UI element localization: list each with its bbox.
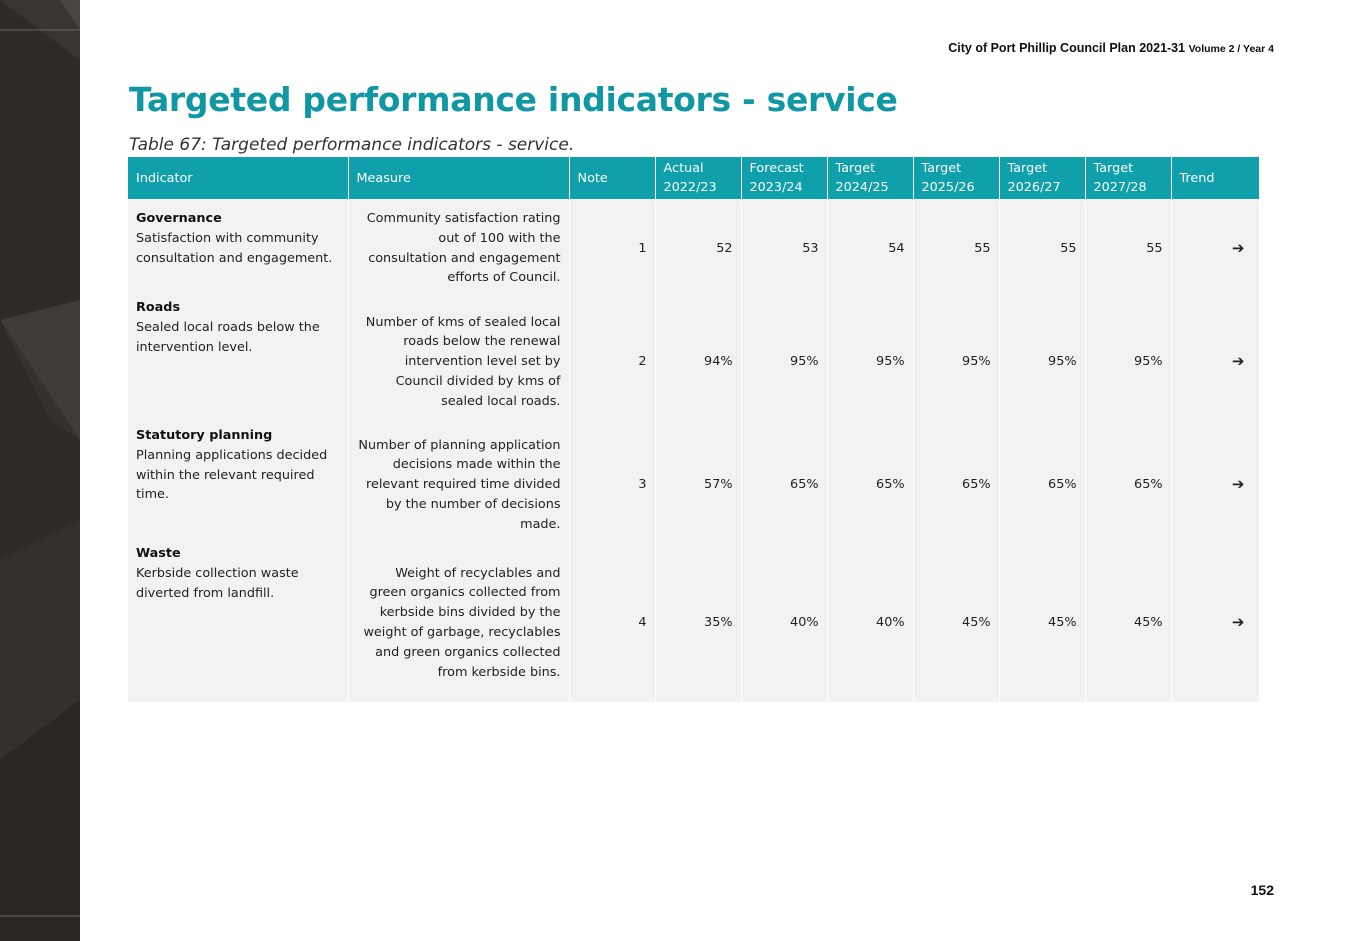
column-header-target-2025-26: Target 2025/26 xyxy=(913,157,1000,199)
table-row: Waste Kerbside collection waste diverted… xyxy=(128,544,1260,702)
trend-arrow-right-icon: ➔ xyxy=(1171,298,1260,426)
column-header-target-2024-25: Target 2024/25 xyxy=(827,157,914,199)
note-cell: 3 xyxy=(569,426,656,544)
target-2026-27-cell: 65% xyxy=(999,426,1086,544)
actual-2022-23-cell: 35% xyxy=(655,544,742,702)
target-2027-28-cell: 65% xyxy=(1085,426,1172,544)
target-2025-26-cell: 65% xyxy=(913,426,1000,544)
measure-cell: Weight of recyclables and green organics… xyxy=(348,544,570,702)
target-2024-25-cell: 40% xyxy=(827,544,914,702)
actual-2022-23-cell: 57% xyxy=(655,426,742,544)
document-volume: Volume 2 / Year 4 xyxy=(1188,43,1274,55)
indicator-cell: Waste Kerbside collection waste diverted… xyxy=(128,544,349,702)
note-cell: 2 xyxy=(569,298,656,426)
column-header-target-2027-28: Target 2027/28 xyxy=(1085,157,1172,199)
column-header-trend: Trend xyxy=(1171,157,1260,199)
trend-arrow-right-icon: ➔ xyxy=(1171,544,1260,702)
indicator-cell: Governance Satisfaction with community c… xyxy=(128,199,349,298)
column-header-target-2026-27: Target 2026/27 xyxy=(999,157,1086,199)
column-header-note: Note xyxy=(569,157,656,199)
indicator-description: Sealed local roads below the interventio… xyxy=(136,319,320,355)
indicator-category: Governance xyxy=(136,211,222,226)
target-2024-25-cell: 65% xyxy=(827,426,914,544)
note-cell: 1 xyxy=(569,199,656,298)
table-row: Governance Satisfaction with community c… xyxy=(128,199,1260,298)
forecast-2023-24-cell: 40% xyxy=(741,544,828,702)
forecast-2023-24-cell: 65% xyxy=(741,426,828,544)
target-2026-27-cell: 45% xyxy=(999,544,1086,702)
forecast-2023-24-cell: 95% xyxy=(741,298,828,426)
indicator-category: Statutory planning xyxy=(136,428,273,443)
target-2024-25-cell: 54 xyxy=(827,199,914,298)
target-2024-25-cell: 95% xyxy=(827,298,914,426)
column-header-measure: Measure xyxy=(348,157,570,199)
trend-arrow-right-icon: ➔ xyxy=(1171,199,1260,298)
decorative-sidebar xyxy=(0,0,80,941)
trend-arrow-right-icon: ➔ xyxy=(1171,426,1260,544)
measure-cell: Community satisfaction rating out of 100… xyxy=(348,199,570,298)
indicator-description: Kerbside collection waste diverted from … xyxy=(136,565,299,601)
target-2025-26-cell: 95% xyxy=(913,298,1000,426)
target-2027-28-cell: 45% xyxy=(1085,544,1172,702)
table-row: Roads Sealed local roads below the inter… xyxy=(128,298,1260,426)
indicator-cell: Statutory planning Planning applications… xyxy=(128,426,349,544)
page-number: 152 xyxy=(1250,882,1274,898)
sidebar-pattern xyxy=(0,0,80,941)
indicator-category: Waste xyxy=(136,546,181,561)
indicator-category: Roads xyxy=(136,300,181,315)
table-caption: Table 67: Targeted performance indicator… xyxy=(129,135,575,155)
page-title: Targeted performance indicators - servic… xyxy=(129,80,898,119)
forecast-2023-24-cell: 53 xyxy=(741,199,828,298)
actual-2022-23-cell: 94% xyxy=(655,298,742,426)
note-cell: 4 xyxy=(569,544,656,702)
table-header-row: Indicator Measure Note Actual 2022/23 Fo… xyxy=(128,157,1260,199)
target-2026-27-cell: 55 xyxy=(999,199,1086,298)
actual-2022-23-cell: 52 xyxy=(655,199,742,298)
document-header: City of Port Phillip Council Plan 2021-3… xyxy=(948,41,1274,55)
measure-cell: Number of kms of sealed local roads belo… xyxy=(348,298,570,426)
column-header-actual-2022-23: Actual 2022/23 xyxy=(655,157,742,199)
indicator-cell: Roads Sealed local roads below the inter… xyxy=(128,298,349,426)
column-header-indicator: Indicator xyxy=(128,157,349,199)
document-title: City of Port Phillip Council Plan 2021-3… xyxy=(948,41,1186,55)
column-header-forecast-2023-24: Forecast 2023/24 xyxy=(741,157,828,199)
indicator-description: Planning applications decided within the… xyxy=(136,447,328,503)
target-2027-28-cell: 95% xyxy=(1085,298,1172,426)
table-row: Statutory planning Planning applications… xyxy=(128,426,1260,544)
performance-indicators-table: Indicator Measure Note Actual 2022/23 Fo… xyxy=(128,157,1260,702)
target-2027-28-cell: 55 xyxy=(1085,199,1172,298)
target-2026-27-cell: 95% xyxy=(999,298,1086,426)
target-2025-26-cell: 45% xyxy=(913,544,1000,702)
indicator-description: Satisfaction with community consultation… xyxy=(136,230,333,266)
target-2025-26-cell: 55 xyxy=(913,199,1000,298)
measure-cell: Number of planning application decisions… xyxy=(348,426,570,544)
